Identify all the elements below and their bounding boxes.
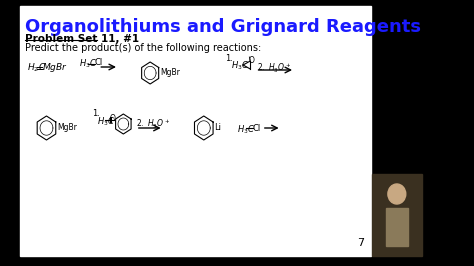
Text: 1.: 1. [92,109,100,118]
Text: O: O [248,56,255,65]
Bar [19,6,371,256]
Text: $H_2C$: $H_2C$ [27,61,46,73]
Bar [371,0,424,266]
Text: Predict the product(s) of the following reactions:: Predict the product(s) of the following … [25,43,261,53]
Text: $H_3C$: $H_3C$ [79,58,97,70]
Text: MgBr: MgBr [57,123,77,132]
Text: Li: Li [215,123,221,132]
Text: Cl: Cl [253,124,261,133]
Text: Problem Set 11, #1: Problem Set 11, #1 [25,34,139,44]
Text: O: O [110,114,116,123]
Bar [372,174,422,256]
Text: 1.: 1. [225,54,233,63]
Text: Organolithiums and Grignard Reagents: Organolithiums and Grignard Reagents [25,18,421,36]
Bar [386,208,408,246]
Text: $2.\ H_3O^+$: $2.\ H_3O^+$ [257,62,292,75]
Text: $H_3C$: $H_3C$ [230,60,249,73]
Text: Cl: Cl [95,58,103,67]
Text: $MgBr$: $MgBr$ [42,61,68,74]
Circle shape [388,184,406,204]
Text: $H_3C$: $H_3C$ [237,124,255,136]
Bar [0,0,19,266]
Text: 7: 7 [357,238,365,248]
Text: MgBr: MgBr [160,68,180,77]
Text: $H_3C$: $H_3C$ [97,116,115,128]
Text: $2.\ H_3O^+$: $2.\ H_3O^+$ [136,118,170,131]
